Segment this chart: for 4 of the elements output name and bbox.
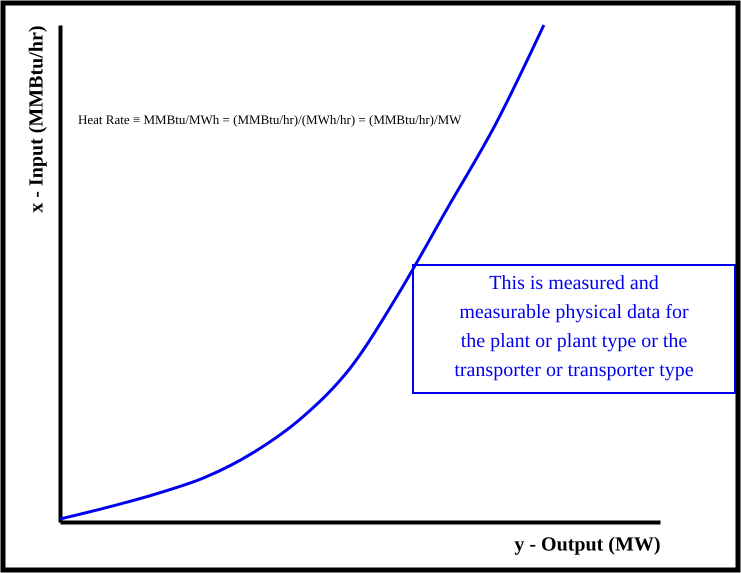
annotation: Heat Rate ≡ MMBtu/MWh = (MMBtu/hr)/(MWh/hr) = (MMBtu/hr)/MW [78,112,462,127]
x-axis-title: y - Output (MW) [514,534,660,556]
y-axis-title: x - Input (MMBtu/hr) [26,26,48,213]
annotation: This is measured and measurable physical data for the plant or plant type or the transporter or transporter type [454,272,694,381]
